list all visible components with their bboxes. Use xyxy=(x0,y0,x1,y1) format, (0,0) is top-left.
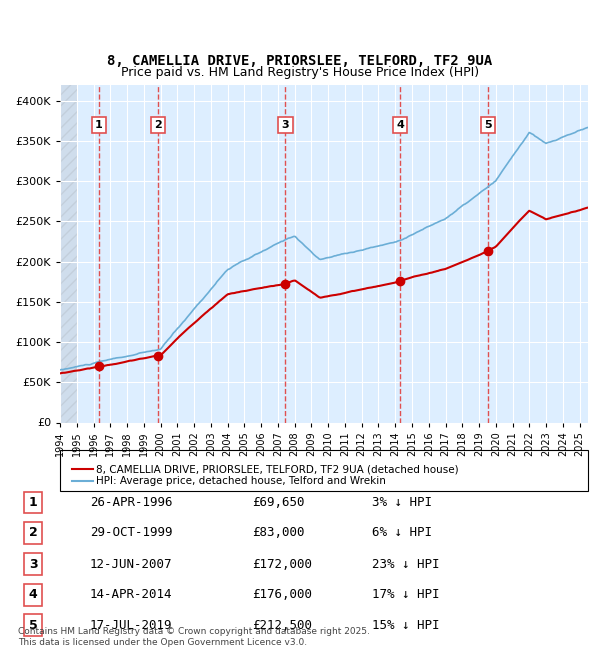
Text: 29-OCT-1999: 29-OCT-1999 xyxy=(90,526,173,539)
Text: 3: 3 xyxy=(281,120,289,130)
Text: £176,000: £176,000 xyxy=(252,588,312,601)
Text: 8, CAMELLIA DRIVE, PRIORSLEE, TELFORD, TF2 9UA: 8, CAMELLIA DRIVE, PRIORSLEE, TELFORD, T… xyxy=(107,54,493,68)
Text: 4: 4 xyxy=(396,120,404,130)
Text: £69,650: £69,650 xyxy=(252,496,305,509)
Text: 6% ↓ HPI: 6% ↓ HPI xyxy=(372,526,432,539)
Text: 1: 1 xyxy=(95,120,103,130)
Text: 23% ↓ HPI: 23% ↓ HPI xyxy=(372,558,439,571)
Text: 3% ↓ HPI: 3% ↓ HPI xyxy=(372,496,432,509)
Text: £212,500: £212,500 xyxy=(252,619,312,632)
Text: 12-JUN-2007: 12-JUN-2007 xyxy=(90,558,173,571)
Text: 3: 3 xyxy=(29,558,37,571)
Text: £172,000: £172,000 xyxy=(252,558,312,571)
Text: 14-APR-2014: 14-APR-2014 xyxy=(90,588,173,601)
Text: 17-JUL-2019: 17-JUL-2019 xyxy=(90,619,173,632)
Text: £83,000: £83,000 xyxy=(252,526,305,539)
Text: 4: 4 xyxy=(29,588,37,601)
Text: 26-APR-1996: 26-APR-1996 xyxy=(90,496,173,509)
Text: 1: 1 xyxy=(29,496,37,509)
Bar xyxy=(60,84,77,422)
Text: 8, CAMELLIA DRIVE, PRIORSLEE, TELFORD, TF2 9UA (detached house): 8, CAMELLIA DRIVE, PRIORSLEE, TELFORD, T… xyxy=(96,464,458,474)
Text: HPI: Average price, detached house, Telford and Wrekin: HPI: Average price, detached house, Telf… xyxy=(96,476,386,486)
Text: 17% ↓ HPI: 17% ↓ HPI xyxy=(372,588,439,601)
Text: 5: 5 xyxy=(29,619,37,632)
Text: Contains HM Land Registry data © Crown copyright and database right 2025.
This d: Contains HM Land Registry data © Crown c… xyxy=(18,627,370,647)
Text: 2: 2 xyxy=(154,120,161,130)
Text: 5: 5 xyxy=(484,120,492,130)
Text: Price paid vs. HM Land Registry's House Price Index (HPI): Price paid vs. HM Land Registry's House … xyxy=(121,66,479,79)
Text: 15% ↓ HPI: 15% ↓ HPI xyxy=(372,619,439,632)
Text: 2: 2 xyxy=(29,526,37,539)
